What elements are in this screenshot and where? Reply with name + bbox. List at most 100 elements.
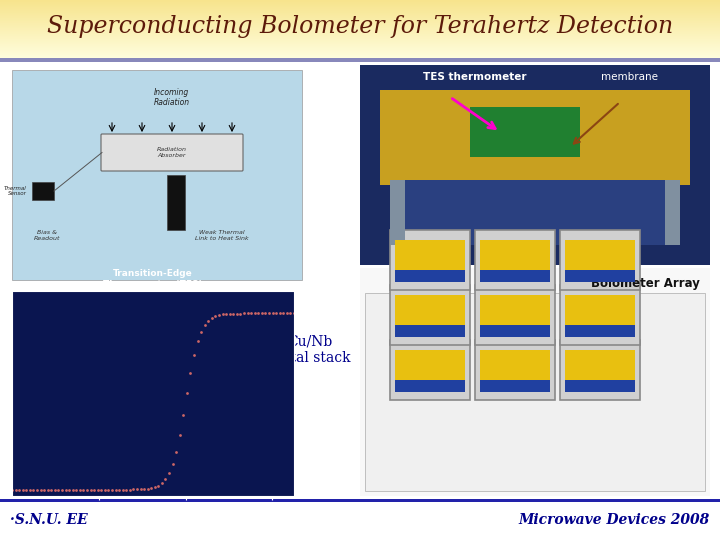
Bar — [0, 58, 720, 62]
Bar — [0, 56, 720, 57]
Text: Microwave Devices 2008: Microwave Devices 2008 — [518, 513, 710, 527]
Bar — [0, 44, 720, 45]
Bar — [390, 285, 470, 345]
Bar — [288, 58, 432, 62]
Bar — [0, 47, 720, 48]
Bar — [475, 340, 555, 400]
Bar — [0, 4, 720, 5]
Bar — [0, 22, 720, 23]
Bar — [0, 52, 720, 53]
Bar — [0, 11, 720, 12]
Bar — [0, 27, 720, 28]
Bar — [0, 42, 720, 43]
Bar — [0, 41, 720, 42]
Bar — [32, 182, 54, 200]
Bar — [395, 240, 465, 282]
Bar — [560, 285, 640, 345]
Bar — [390, 340, 470, 400]
Bar — [0, 9, 720, 10]
Bar — [0, 17, 720, 18]
Text: Weak Thermal
Link to Heat Sink: Weak Thermal Link to Heat Sink — [195, 230, 249, 241]
Bar — [0, 53, 720, 54]
Bar — [0, 54, 720, 55]
Bar — [0, 499, 720, 502]
FancyBboxPatch shape — [101, 134, 243, 171]
Bar — [560, 230, 640, 290]
Bar — [0, 55, 720, 56]
Bar — [565, 325, 635, 337]
Bar — [395, 270, 465, 282]
Bar — [0, 28, 720, 29]
Bar — [0, 32, 720, 33]
Bar — [0, 34, 720, 35]
Text: Thermal
Sensor: Thermal Sensor — [4, 186, 27, 197]
Bar — [576, 58, 720, 62]
Bar — [0, 18, 720, 19]
Bar — [565, 295, 635, 337]
Bar — [0, 38, 720, 39]
Bar — [0, 21, 720, 22]
Bar — [0, 40, 720, 41]
Bar — [0, 19, 720, 20]
Title: Transition-Edge
Thermometer (TES): Transition-Edge Thermometer (TES) — [103, 269, 203, 289]
Bar — [12, 70, 302, 280]
Bar — [0, 48, 720, 49]
Bar — [144, 58, 288, 62]
Text: Bias &
Readout: Bias & Readout — [34, 230, 60, 241]
Bar — [470, 107, 580, 157]
Bar — [0, 29, 720, 30]
Bar — [167, 175, 185, 230]
Bar — [0, 24, 720, 25]
Bar — [565, 380, 635, 392]
Bar — [432, 58, 576, 62]
Bar — [0, 16, 720, 17]
Text: Radiation: Radiation — [153, 98, 189, 107]
Bar — [565, 350, 635, 392]
Bar — [0, 1, 720, 2]
Bar — [0, 50, 720, 51]
Bar — [665, 180, 680, 245]
Bar — [0, 23, 720, 24]
Bar — [0, 25, 720, 26]
Bar — [390, 230, 470, 290]
Bar — [0, 2, 720, 3]
Bar — [0, 8, 720, 9]
Bar — [0, 30, 720, 31]
Bar — [0, 45, 720, 46]
Bar — [0, 58, 144, 62]
Bar — [0, 46, 720, 47]
Bar — [0, 26, 720, 27]
Bar — [0, 3, 720, 4]
Bar — [0, 6, 720, 7]
Bar — [360, 268, 710, 496]
Bar — [0, 12, 720, 13]
Bar — [0, 39, 720, 40]
Bar — [0, 0, 720, 1]
Bar — [365, 293, 705, 491]
Bar — [480, 295, 550, 337]
Bar — [565, 240, 635, 282]
Bar — [0, 33, 720, 34]
Bar — [0, 13, 720, 14]
Bar — [0, 57, 720, 58]
X-axis label: Temperature (mK): Temperature (mK) — [118, 517, 188, 525]
Bar — [395, 350, 465, 392]
Bar — [480, 270, 550, 282]
Bar — [0, 49, 720, 50]
Text: ·S.N.U. EE: ·S.N.U. EE — [10, 513, 88, 527]
Bar — [0, 5, 720, 6]
Bar — [360, 65, 710, 265]
Bar — [475, 230, 555, 290]
Bar — [395, 325, 465, 337]
Bar — [390, 180, 680, 245]
Bar — [480, 350, 550, 392]
Text: Bolometer Array: Bolometer Array — [591, 276, 700, 289]
Bar — [0, 7, 720, 8]
Bar — [0, 37, 720, 38]
Text: Superconducting Bolometer for Terahertz Detection: Superconducting Bolometer for Terahertz … — [47, 16, 673, 38]
Text: TES thermometer: TES thermometer — [423, 72, 527, 82]
Bar — [0, 31, 720, 32]
Bar — [0, 35, 720, 36]
Bar — [0, 14, 720, 15]
Bar — [560, 340, 640, 400]
